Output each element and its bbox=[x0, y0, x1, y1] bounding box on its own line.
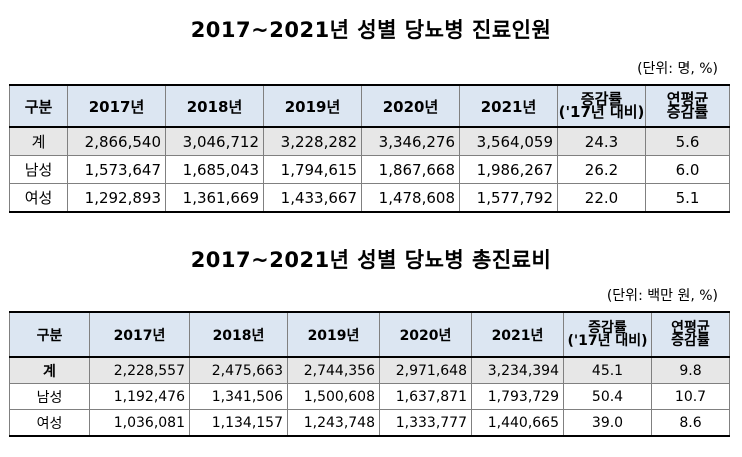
table-row-female: 여성 1,036,081 1,134,157 1,243,748 1,333,7… bbox=[9, 409, 730, 437]
table2-unit: (단위: 백만 원, %) bbox=[606, 288, 718, 304]
cell-value: 1,361,669 bbox=[165, 183, 264, 213]
cell-change: 45.1 bbox=[563, 356, 652, 384]
cell-value: 1,793,729 bbox=[471, 383, 564, 410]
cell-change: 26.2 bbox=[557, 155, 646, 184]
header-category: 구분 bbox=[9, 311, 90, 358]
cell-value: 1,440,665 bbox=[471, 409, 564, 437]
cell-value: 2,866,540 bbox=[67, 126, 166, 156]
cell-change: 39.0 bbox=[563, 409, 652, 437]
header-year: 2018년 bbox=[165, 84, 264, 128]
cell-cagr: 9.8 bbox=[651, 356, 730, 384]
table1-title: 2017~2021년 성별 당뇨병 진료인원 bbox=[190, 18, 552, 42]
cell-value: 2,228,557 bbox=[89, 356, 190, 384]
cell-value: 1,192,476 bbox=[89, 383, 190, 410]
header-cagr-line2: 증감률 bbox=[671, 332, 710, 349]
cell-value: 1,500,608 bbox=[287, 383, 380, 410]
header-cagr: 연평균 증감률 bbox=[651, 311, 730, 358]
cell-value: 1,794,615 bbox=[263, 155, 362, 184]
cell-value: 1,577,792 bbox=[459, 183, 558, 213]
cell-value: 1,478,608 bbox=[361, 183, 460, 213]
table2-title: 2017~2021년 성별 당뇨병 총진료비 bbox=[190, 248, 552, 272]
header-year: 2019년 bbox=[287, 311, 380, 358]
table-row-male: 남성 1,192,476 1,341,506 1,500,608 1,637,8… bbox=[9, 383, 730, 410]
header-change-line1: 증감률 bbox=[580, 90, 623, 108]
cell-cagr: 5.1 bbox=[645, 183, 730, 213]
cell-cagr: 6.0 bbox=[645, 155, 730, 184]
cell-value: 2,971,648 bbox=[379, 356, 472, 384]
cell-value: 3,228,282 bbox=[263, 126, 362, 156]
header-year: 2019년 bbox=[263, 84, 362, 128]
cell-value: 1,333,777 bbox=[379, 409, 472, 437]
cell-value: 1,292,893 bbox=[67, 183, 166, 213]
cell-value: 1,341,506 bbox=[189, 383, 288, 410]
row-label: 여성 bbox=[9, 409, 90, 437]
cell-value: 2,744,356 bbox=[287, 356, 380, 384]
table-row-female: 여성 1,292,893 1,361,669 1,433,667 1,478,6… bbox=[9, 183, 730, 213]
header-change-line1: 증감률 bbox=[588, 319, 627, 336]
header-change-line2: ('17년 대비) bbox=[567, 332, 648, 349]
header-year: 2020년 bbox=[361, 84, 460, 128]
header-change-rate: 증감률 ('17년 대비) bbox=[557, 84, 646, 128]
cell-change: 24.3 bbox=[557, 126, 646, 156]
cell-change: 50.4 bbox=[563, 383, 652, 410]
cell-cagr: 5.6 bbox=[645, 126, 730, 156]
header-year: 2021년 bbox=[459, 84, 558, 128]
table-header-row: 구분 2017년 2018년 2019년 2020년 2021년 증감률 ('1… bbox=[9, 311, 730, 358]
cell-value: 1,573,647 bbox=[67, 155, 166, 184]
header-change-rate: 증감률 ('17년 대비) bbox=[563, 311, 652, 358]
cell-value: 1,433,667 bbox=[263, 183, 362, 213]
cell-value: 1,243,748 bbox=[287, 409, 380, 437]
cell-value: 3,564,059 bbox=[459, 126, 558, 156]
header-category: 구분 bbox=[9, 84, 68, 128]
cell-value: 2,475,663 bbox=[189, 356, 288, 384]
cell-value: 1,637,871 bbox=[379, 383, 472, 410]
header-year: 2021년 bbox=[471, 311, 564, 358]
header-change-line2: ('17년 대비) bbox=[558, 103, 645, 121]
costs-table: 구분 2017년 2018년 2019년 2020년 2021년 증감률 ('1… bbox=[9, 311, 730, 437]
cell-cagr: 10.7 bbox=[651, 383, 730, 410]
header-year: 2018년 bbox=[189, 311, 288, 358]
cell-value: 3,046,712 bbox=[165, 126, 264, 156]
table-row-total: 계 2,228,557 2,475,663 2,744,356 2,971,64… bbox=[9, 356, 730, 384]
table1-unit: (단위: 명, %) bbox=[637, 61, 718, 77]
cell-value: 3,346,276 bbox=[361, 126, 460, 156]
header-cagr-line2: 증감률 bbox=[666, 103, 709, 121]
header-cagr-line1: 연평균 bbox=[666, 90, 709, 108]
header-year: 2017년 bbox=[67, 84, 166, 128]
cell-value: 1,986,267 bbox=[459, 155, 558, 184]
cell-value: 1,867,668 bbox=[361, 155, 460, 184]
cell-value: 1,036,081 bbox=[89, 409, 190, 437]
header-year: 2020년 bbox=[379, 311, 472, 358]
cell-change: 22.0 bbox=[557, 183, 646, 213]
row-label: 계 bbox=[9, 126, 68, 156]
row-label: 남성 bbox=[9, 155, 68, 184]
cell-value: 1,685,043 bbox=[165, 155, 264, 184]
row-label: 여성 bbox=[9, 183, 68, 213]
table-row-total: 계 2,866,540 3,046,712 3,228,282 3,346,27… bbox=[9, 126, 730, 156]
patients-table: 구분 2017년 2018년 2019년 2020년 2021년 증감률 ('1… bbox=[9, 84, 730, 213]
row-label: 계 bbox=[9, 356, 90, 384]
header-cagr: 연평균 증감률 bbox=[645, 84, 730, 128]
cell-value: 1,134,157 bbox=[189, 409, 288, 437]
cell-cagr: 8.6 bbox=[651, 409, 730, 437]
header-year: 2017년 bbox=[89, 311, 190, 358]
cell-value: 3,234,394 bbox=[471, 356, 564, 384]
row-label: 남성 bbox=[9, 383, 90, 410]
table-header-row: 구분 2017년 2018년 2019년 2020년 2021년 증감률 ('1… bbox=[9, 84, 730, 128]
table-row-male: 남성 1,573,647 1,685,043 1,794,615 1,867,6… bbox=[9, 155, 730, 184]
header-cagr-line1: 연평균 bbox=[671, 319, 710, 336]
